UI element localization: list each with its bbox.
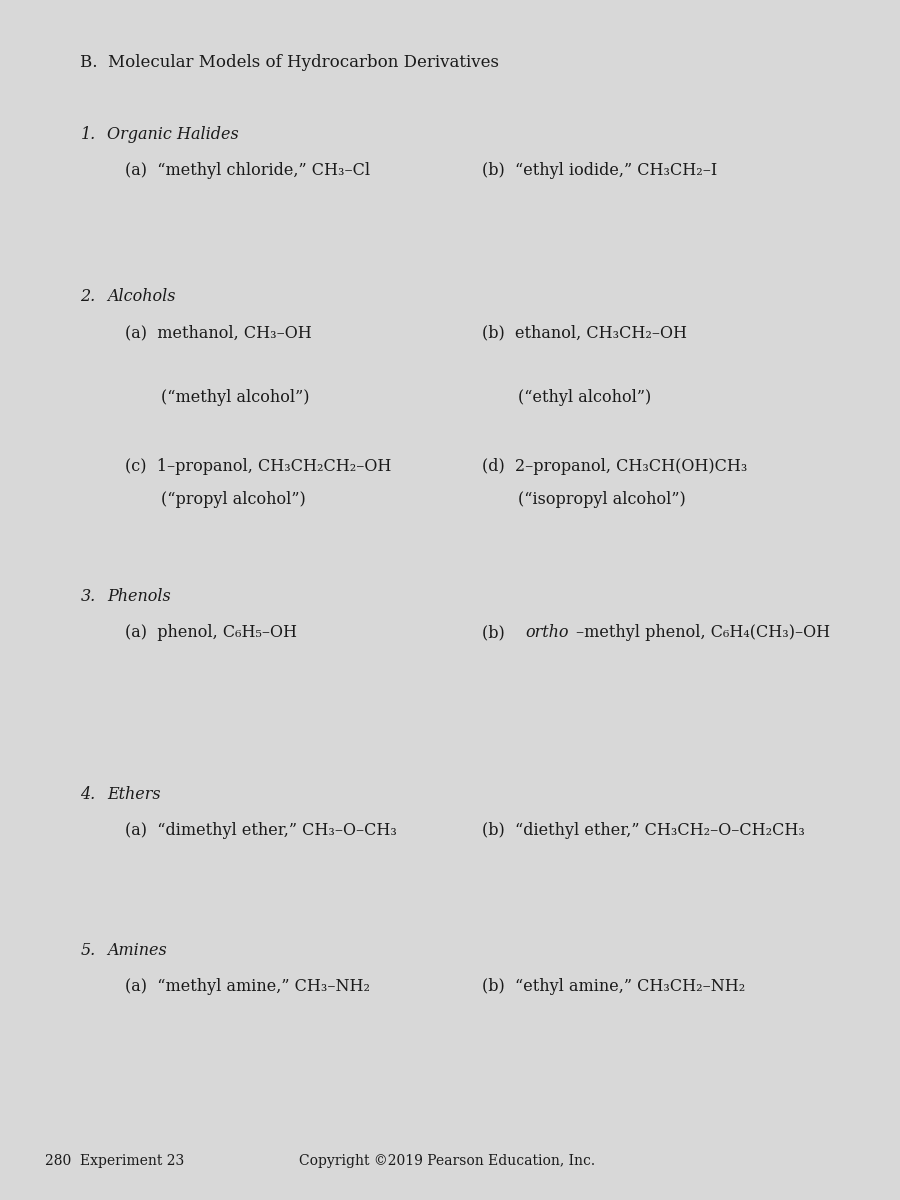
Text: (a)  methanol, CH₃–OH: (a) methanol, CH₃–OH <box>125 324 311 341</box>
Text: Ethers: Ethers <box>107 786 161 803</box>
Text: (“propyl alcohol”): (“propyl alcohol”) <box>161 491 306 508</box>
Text: B.  Molecular Models of Hydrocarbon Derivatives: B. Molecular Models of Hydrocarbon Deriv… <box>80 54 500 71</box>
Text: 5.: 5. <box>80 942 95 959</box>
Text: (a)  “dimethyl ether,” CH₃–O–CH₃: (a) “dimethyl ether,” CH₃–O–CH₃ <box>125 822 397 839</box>
Text: 3.: 3. <box>80 588 95 605</box>
Text: 1.: 1. <box>80 126 95 143</box>
Text: (b): (b) <box>482 624 516 641</box>
Text: (d)  2–propanol, CH₃CH(OH)CH₃: (d) 2–propanol, CH₃CH(OH)CH₃ <box>482 458 748 475</box>
Text: Copyright ©2019 Pearson Education, Inc.: Copyright ©2019 Pearson Education, Inc. <box>299 1154 595 1169</box>
Text: 280  Experiment 23: 280 Experiment 23 <box>45 1154 184 1169</box>
Text: Alcohols: Alcohols <box>107 288 176 305</box>
Text: (a)  “methyl amine,” CH₃–NH₂: (a) “methyl amine,” CH₃–NH₂ <box>125 978 370 995</box>
Text: –methyl phenol, C₆H₄(CH₃)–OH: –methyl phenol, C₆H₄(CH₃)–OH <box>576 624 831 641</box>
Text: (b)  “ethyl iodide,” CH₃CH₂–I: (b) “ethyl iodide,” CH₃CH₂–I <box>482 162 717 179</box>
Text: (c)  1–propanol, CH₃CH₂CH₂–OH: (c) 1–propanol, CH₃CH₂CH₂–OH <box>125 458 392 475</box>
Text: (“isopropyl alcohol”): (“isopropyl alcohol”) <box>518 491 686 508</box>
Text: (“methyl alcohol”): (“methyl alcohol”) <box>161 389 310 406</box>
Text: (b)  “ethyl amine,” CH₃CH₂–NH₂: (b) “ethyl amine,” CH₃CH₂–NH₂ <box>482 978 746 995</box>
Text: (a)  “methyl chloride,” CH₃–Cl: (a) “methyl chloride,” CH₃–Cl <box>125 162 370 179</box>
Text: 2.: 2. <box>80 288 95 305</box>
Text: (“ethyl alcohol”): (“ethyl alcohol”) <box>518 389 652 406</box>
Text: ortho: ortho <box>526 624 569 641</box>
Text: Organic Halides: Organic Halides <box>107 126 239 143</box>
Text: Phenols: Phenols <box>107 588 171 605</box>
Text: (a)  phenol, C₆H₅–OH: (a) phenol, C₆H₅–OH <box>125 624 297 641</box>
Text: (b)  “diethyl ether,” CH₃CH₂–O–CH₂CH₃: (b) “diethyl ether,” CH₃CH₂–O–CH₂CH₃ <box>482 822 806 839</box>
Text: 4.: 4. <box>80 786 95 803</box>
Text: Amines: Amines <box>107 942 167 959</box>
Text: (b)  ethanol, CH₃CH₂–OH: (b) ethanol, CH₃CH₂–OH <box>482 324 688 341</box>
